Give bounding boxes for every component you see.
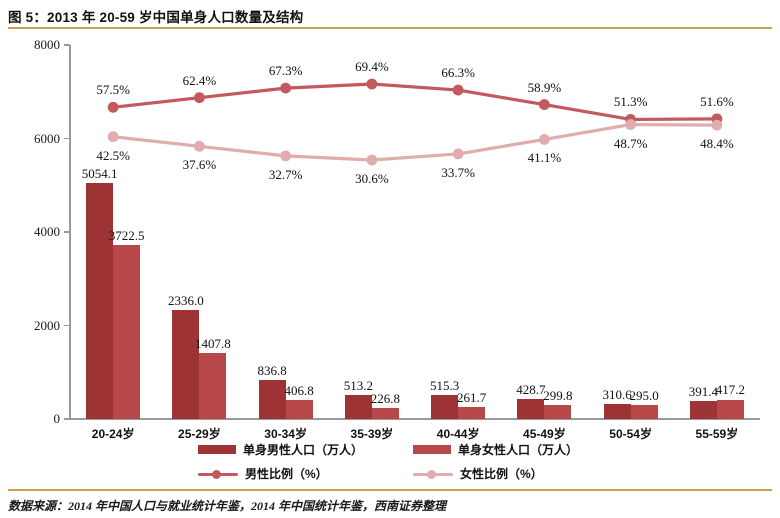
bar-male — [172, 309, 200, 419]
marker-female-ratio — [193, 140, 205, 152]
y-axis-tick-label: 6000 — [34, 130, 60, 146]
bar-female — [458, 406, 486, 419]
x-axis-category-label: 20-24岁 — [91, 427, 135, 441]
bar-series-layer — [70, 45, 760, 419]
legend-color-swatch — [198, 445, 236, 454]
marker-male-ratio — [366, 78, 378, 90]
marker-female-ratio — [107, 131, 119, 143]
x-axis-category-label: 40-44岁 — [436, 427, 480, 441]
y-axis-tick — [64, 418, 70, 420]
chart-series-layer — [70, 45, 760, 419]
marker-female-ratio — [625, 119, 637, 130]
bar-female — [199, 353, 227, 419]
x-axis-category-label: 55-59岁 — [695, 427, 739, 441]
x-axis-category-label: 35-39岁 — [350, 427, 394, 441]
marker-female-ratio — [280, 150, 292, 162]
x-axis-line — [69, 418, 760, 420]
y-axis-tick — [64, 137, 70, 140]
y-axis-tick-label: 4000 — [34, 224, 60, 239]
bar-male — [431, 394, 459, 419]
marker-male-ratio — [193, 92, 205, 104]
marker-female-ratio — [452, 148, 464, 160]
marker-male-ratio — [107, 101, 119, 113]
bar-male — [258, 379, 286, 419]
chart-legend: 单身男性人口（万人） 单身女性人口（万人） 男性比例（%） 女性比例（%） — [0, 439, 780, 487]
legend-item[interactable]: 单身女性人口（万人） — [413, 441, 578, 458]
bar-male — [689, 400, 717, 419]
y-axis-tick-label: 2000 — [34, 317, 60, 333]
marker-female-ratio — [711, 119, 723, 131]
legend-item[interactable]: 男性比例（%） — [198, 465, 328, 482]
x-axis-category-label: 30-34岁 — [264, 427, 307, 441]
bar-female — [716, 399, 744, 419]
bar-female — [630, 405, 658, 419]
legend-item-label: 男性比例（%） — [245, 467, 328, 481]
marker-female-ratio — [538, 134, 550, 145]
legend-marker-dot — [212, 469, 221, 479]
legend-line-swatch — [413, 469, 453, 479]
chart-plot-region: 0 2000 4000 6000 8000 5054.1 3722.5 2336.0 1407… — [0, 34, 780, 489]
x-axis-categories: 20-24岁 25-29岁 30-34岁 35-39岁 40-44岁 45-49岁 50-5… — [0, 34, 780, 489]
figure-title: 图 5：2013 年 20-59 岁中国单身人口数量及结构 — [8, 10, 304, 25]
footer-divider — [8, 489, 772, 491]
y-axis-tick — [64, 44, 70, 46]
x-axis-category-label: 25-29岁 — [178, 427, 221, 441]
marker-male-ratio — [538, 99, 550, 110]
y-axis-tick-label: 0 — [53, 411, 61, 426]
y-axis-tick — [64, 324, 70, 327]
legend-line-swatch — [198, 469, 238, 479]
legend-item-label: 单身女性人口（万人） — [458, 443, 579, 457]
legend-item-label: 单身男性人口（万人） — [243, 443, 364, 457]
legend-item[interactable]: 女性比例（%） — [413, 465, 543, 482]
line-series-svg — [107, 78, 723, 166]
x-axis-category-label: 50-54岁 — [609, 427, 652, 441]
y-axis-tick-label: 8000 — [34, 37, 60, 52]
bar-male — [86, 182, 114, 419]
y-axis-tick — [64, 231, 70, 233]
legend-item[interactable]: 单身男性人口（万人） — [198, 441, 363, 458]
legend-item-label: 女性比例（%） — [460, 467, 543, 481]
marker-female-ratio — [366, 154, 378, 166]
bar-female — [285, 399, 313, 419]
bar-female — [113, 244, 141, 419]
bar-male — [603, 404, 631, 419]
y-axis-labels: 0 2000 4000 6000 8000 — [0, 34, 60, 489]
marker-male-ratio — [280, 82, 292, 94]
bar-female — [544, 404, 572, 419]
bar-female — [371, 408, 399, 419]
title-divider — [8, 27, 772, 29]
bar-male — [344, 395, 372, 419]
line-male-ratio — [111, 82, 719, 122]
legend-marker-dot — [427, 469, 436, 479]
line-female-ratio — [111, 122, 719, 162]
bar-male — [517, 398, 545, 419]
marker-male-ratio — [452, 84, 464, 96]
legend-color-swatch — [413, 445, 451, 454]
x-axis-category-label: 45-49岁 — [523, 427, 566, 441]
source-note: 数据来源：2014 年中国人口与就业统计年鉴，2014 年中国统计年鉴，西南证券… — [8, 499, 447, 513]
